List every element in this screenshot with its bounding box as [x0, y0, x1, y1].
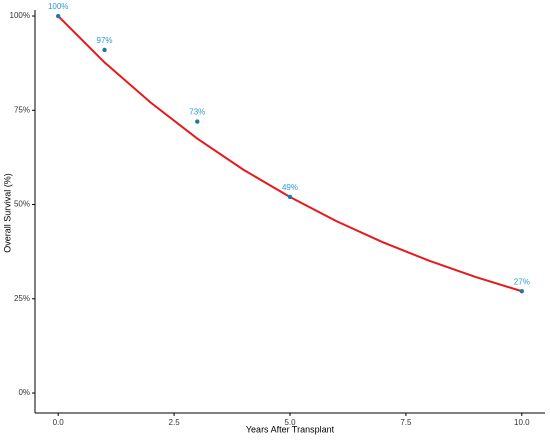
y-tick-label: 25%: [14, 294, 30, 303]
data-label: 97%: [97, 36, 113, 45]
data-label: 27%: [514, 277, 530, 286]
data-point: [102, 47, 107, 53]
data-point: [519, 289, 525, 294]
y-tick-label: 50%: [14, 200, 30, 209]
y-tick-label: 75%: [14, 105, 30, 114]
y-tick-label: 100%: [10, 11, 30, 20]
x-tick-label: 10.0: [514, 418, 530, 427]
y-axis-title: Overall Survival (%): [2, 173, 12, 253]
x-tick-label: 0.0: [53, 418, 65, 427]
data-point: [55, 13, 61, 19]
y-tick-label: 0%: [18, 388, 30, 397]
x-tick-label: 7.5: [400, 418, 412, 427]
x-axis-title: Years After Transplant: [246, 424, 335, 434]
fit-line: [57, 15, 523, 293]
x-tick-label: 2.5: [169, 418, 181, 427]
data-label: 100%: [48, 2, 68, 11]
data-label: 49%: [282, 183, 298, 192]
data-point: [287, 194, 293, 200]
x-tick-label: 5.0: [284, 418, 296, 427]
data-point: [195, 119, 200, 124]
data-label: 73%: [189, 108, 205, 117]
